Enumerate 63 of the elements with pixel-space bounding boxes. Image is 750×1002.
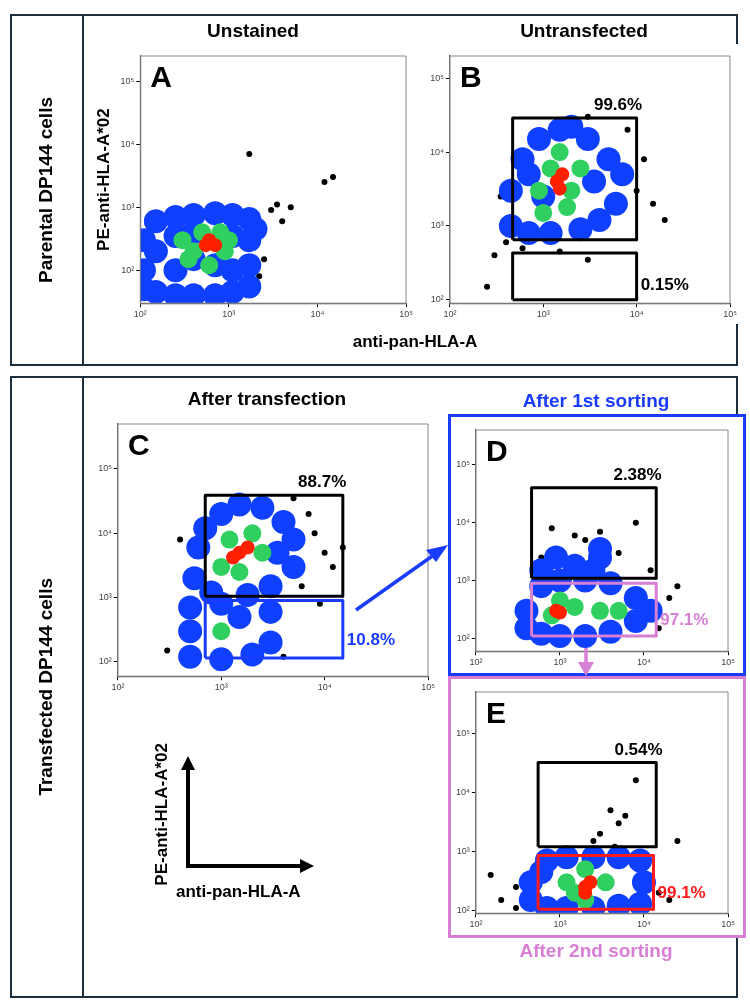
y-tick-label: 10² bbox=[430, 294, 444, 305]
annotation: 2.38% bbox=[613, 465, 662, 485]
y-tick-label: 10⁵ bbox=[430, 72, 445, 83]
y-tick-label: 10⁵ bbox=[120, 75, 135, 86]
x-tick-label: 10⁵ bbox=[721, 657, 736, 668]
y-axis-title: PE-anti-HLA-A*02 bbox=[93, 108, 113, 251]
y-tick-label: 10⁴ bbox=[455, 786, 470, 797]
x-tick-label: 10² bbox=[133, 309, 147, 320]
y-tick-label: 10⁴ bbox=[97, 527, 112, 538]
x-tick-label: 10⁴ bbox=[629, 309, 644, 320]
y-tick-label: 10⁴ bbox=[429, 146, 444, 157]
y-tick-label: 10³ bbox=[121, 201, 135, 212]
y-tick-label: 10⁴ bbox=[455, 517, 470, 528]
text: Parental DP144 cells bbox=[35, 97, 57, 283]
y-tick-label: 10² bbox=[121, 264, 135, 275]
annotation: 10.8% bbox=[346, 630, 396, 650]
y-tick-label: 10³ bbox=[430, 220, 444, 231]
x-tick-label: 10³ bbox=[222, 309, 236, 320]
y-tick-label: 10⁵ bbox=[456, 727, 471, 738]
x-tick-label: 10² bbox=[469, 657, 483, 668]
annotation: 99.1% bbox=[657, 882, 706, 902]
x-tick-label: 10³ bbox=[553, 657, 567, 668]
x-tick-label: 10³ bbox=[553, 919, 567, 930]
chart-title: After 1st sorting bbox=[521, 389, 671, 413]
y-tick-label: 10² bbox=[456, 904, 470, 915]
annotation: B bbox=[459, 60, 482, 94]
chart-title: Unstained bbox=[206, 19, 300, 43]
x-tick-label: 10⁴ bbox=[637, 657, 652, 668]
x-tick-label: 10⁵ bbox=[421, 682, 436, 693]
annotation: 0.15% bbox=[640, 275, 689, 295]
x-tick-label: 10⁵ bbox=[723, 309, 738, 320]
annotation: C bbox=[127, 428, 150, 462]
annotation: 99.6% bbox=[593, 95, 643, 115]
x-tick-label: 10³ bbox=[536, 309, 550, 320]
y-tick-label: 10² bbox=[456, 632, 470, 643]
y-tick-label: 10³ bbox=[456, 575, 470, 585]
text: After 2nd sorting bbox=[518, 939, 674, 963]
x-tick-label: 10⁴ bbox=[310, 309, 325, 320]
annotation: E bbox=[485, 696, 506, 730]
x-tick-label: 10³ bbox=[214, 682, 228, 693]
y-tick-label: 10³ bbox=[98, 592, 112, 603]
annotation: 88.7% bbox=[298, 472, 347, 492]
x-tick-label: 10⁵ bbox=[721, 919, 736, 930]
x-tick-label: 10⁴ bbox=[637, 919, 652, 930]
y-tick-label: 10⁴ bbox=[120, 138, 135, 149]
y-axis-title: PE-anti-HLA-A*02 bbox=[152, 743, 172, 886]
x-tick-label: 10² bbox=[469, 919, 483, 930]
x-tick-label: 10⁴ bbox=[317, 682, 332, 693]
x-tick-label: 10² bbox=[111, 682, 125, 693]
annotation: D bbox=[485, 434, 508, 468]
y-tick-label: 10⁵ bbox=[456, 459, 471, 470]
text: Transfected DP144 cells bbox=[35, 578, 57, 796]
chart-title: After transfection bbox=[186, 387, 348, 411]
annotation: 0.54% bbox=[614, 739, 663, 759]
y-tick-label: 10³ bbox=[456, 845, 470, 856]
x-axis-title: anti-pan-HLA-A bbox=[351, 332, 479, 352]
annotation: A bbox=[150, 60, 172, 94]
y-tick-label: 10⁵ bbox=[98, 463, 113, 474]
chart-title: Untransfected bbox=[519, 19, 649, 43]
x-tick-label: 10⁵ bbox=[399, 309, 414, 320]
x-axis-title: anti-pan-HLA-A bbox=[176, 882, 302, 902]
annotation: 97.1% bbox=[660, 609, 709, 629]
x-tick-label: 10² bbox=[443, 309, 457, 320]
